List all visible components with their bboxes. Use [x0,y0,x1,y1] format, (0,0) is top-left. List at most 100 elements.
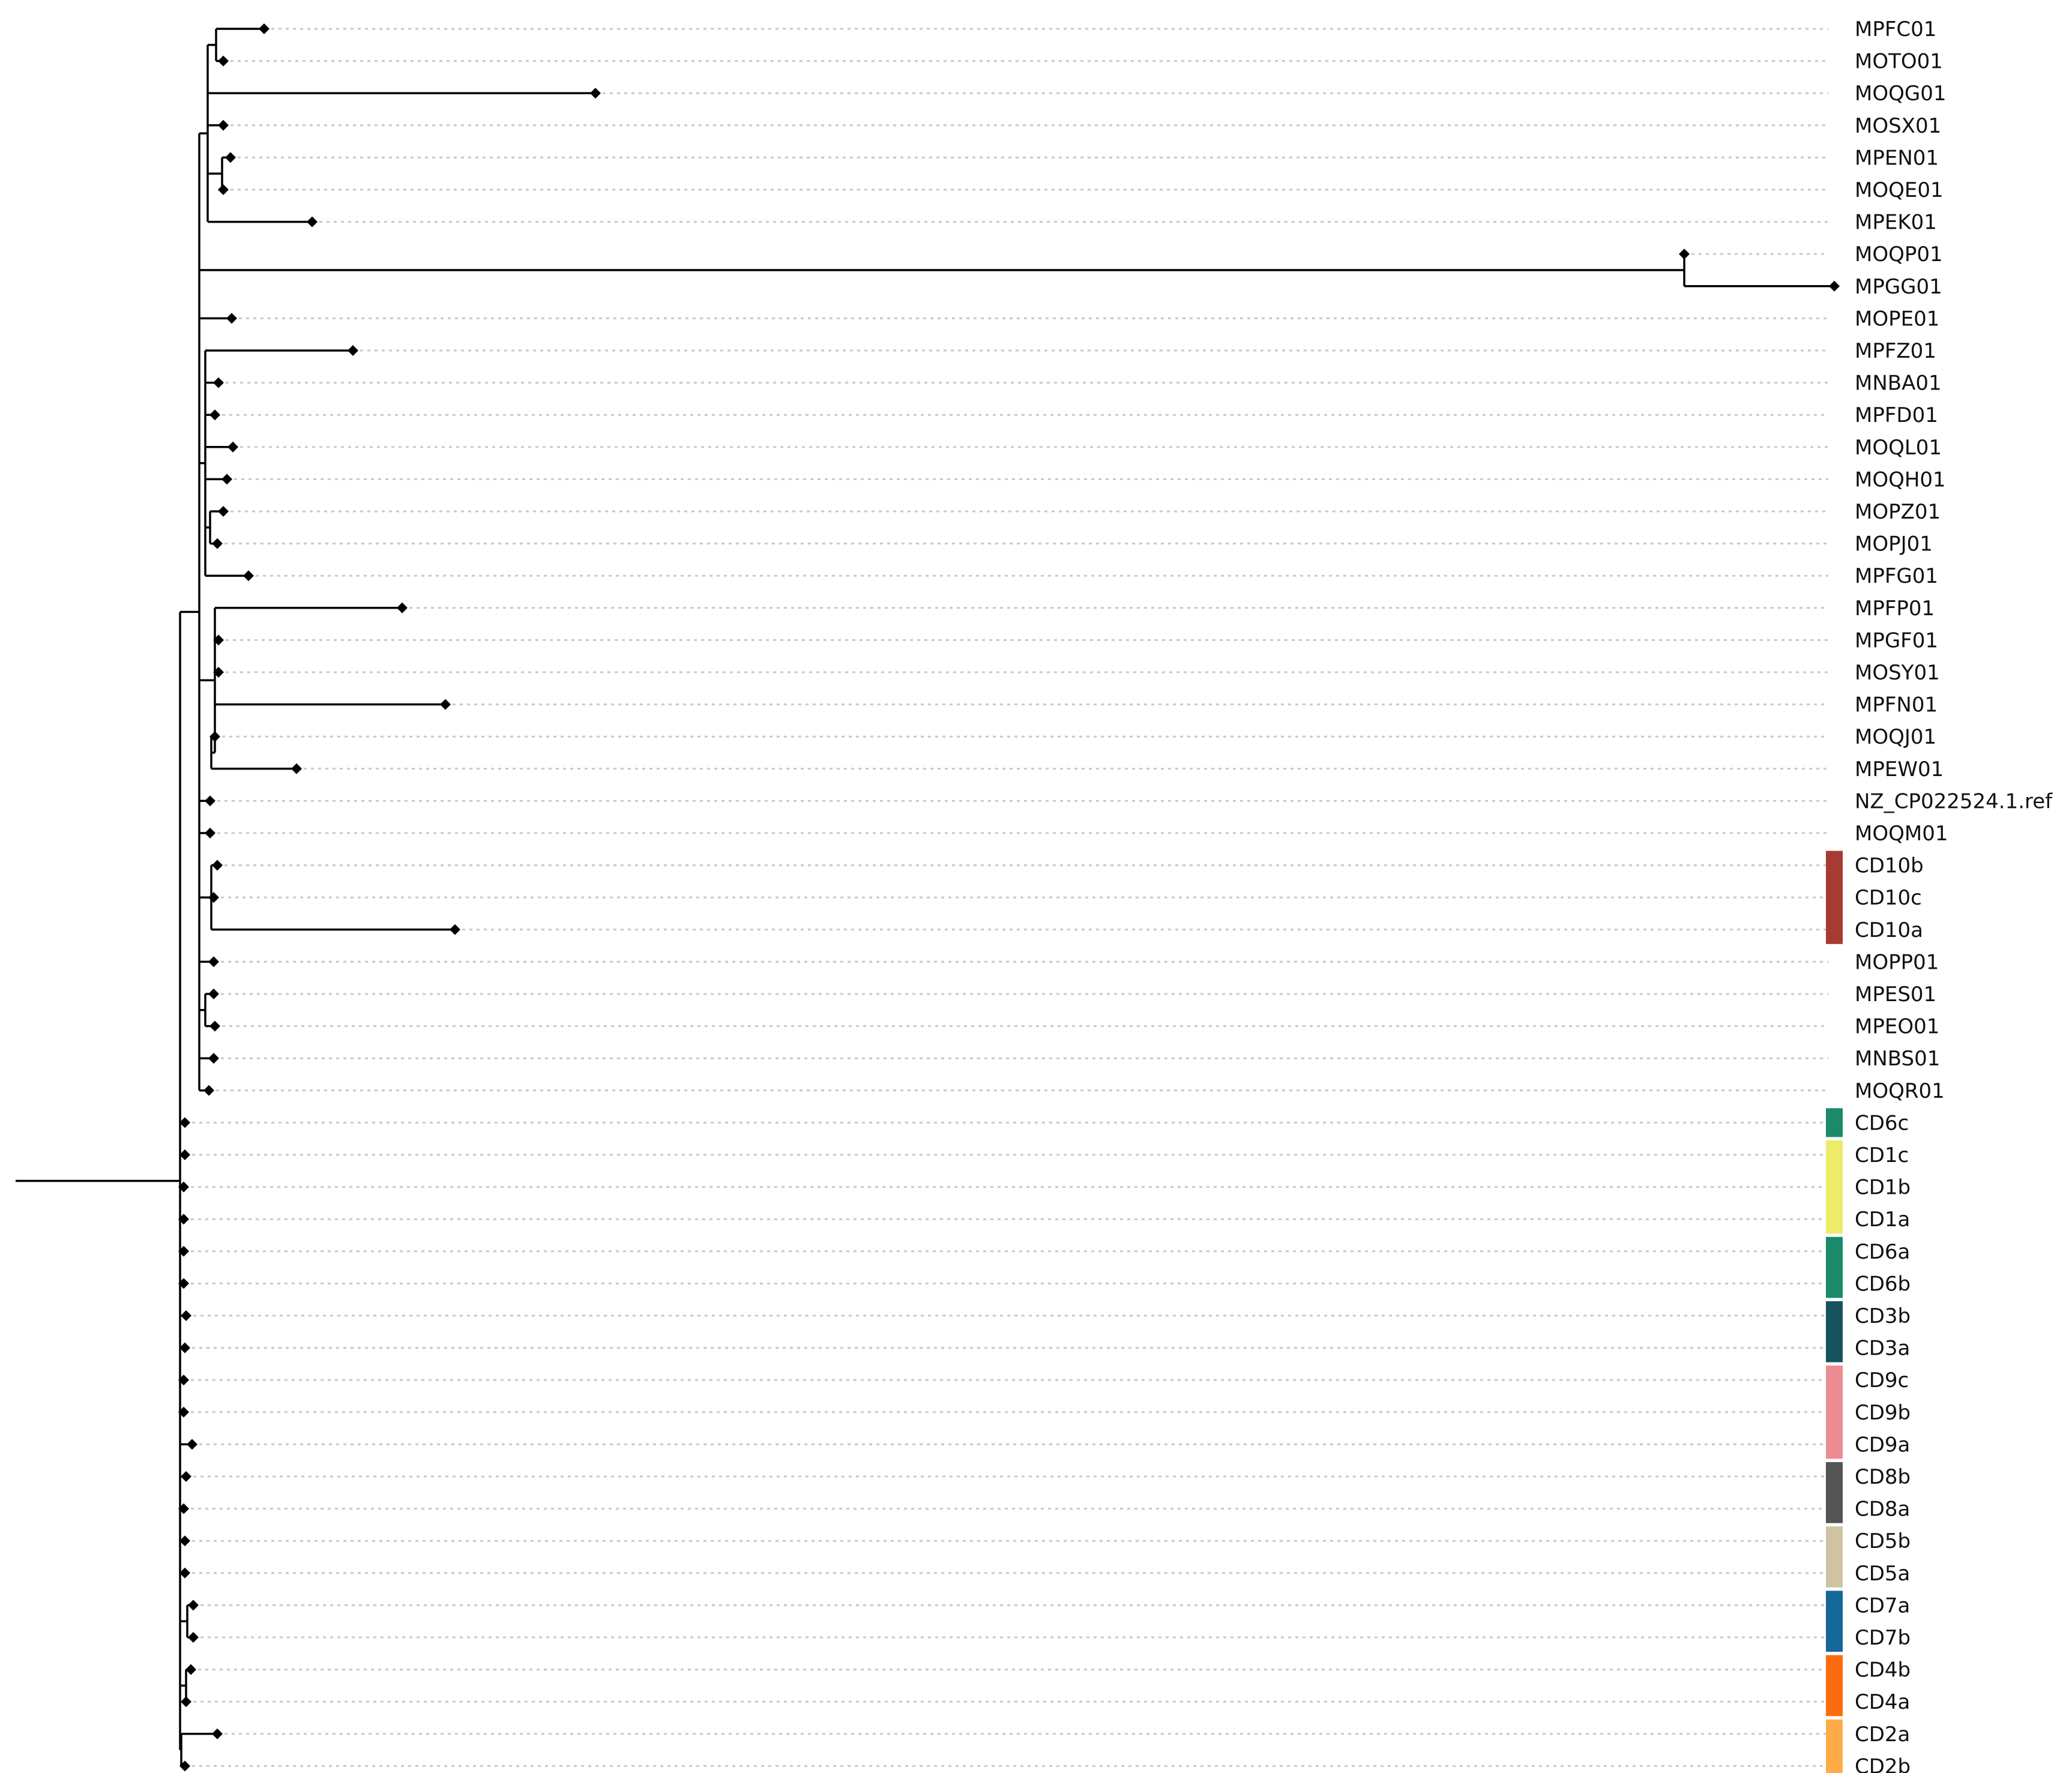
leaf-label-MPFZ01: MPFZ01 [1855,339,1936,363]
leaf-label-CD9c: CD9c [1855,1368,1909,1392]
leaf-label-CD4a: CD4a [1855,1690,1910,1714]
leaf-label-CD1b: CD1b [1855,1176,1911,1200]
leaf-label-CD1c: CD1c [1855,1143,1909,1167]
tip-marker-CD3a [179,1342,190,1353]
tip-marker-CD4b [185,1664,196,1675]
leaf-label-CD3a: CD3a [1855,1337,1910,1361]
tip-marker-MPGF01 [213,634,224,646]
leaf-label-MOQP01: MOQP01 [1855,242,1943,266]
clade-bar-CD10 [1826,850,1843,944]
leaf-label-CD8a: CD8a [1855,1498,1910,1522]
tree-branches [16,28,1834,1768]
tip-marker-CD7b [188,1632,199,1643]
tip-marker-MPFG01 [243,570,254,582]
clade-bar-CD2 [1826,1719,1843,1773]
tip-marker-MPEK01 [307,216,318,227]
tip-marker-MOPJ01 [212,538,223,549]
clade-bar-CD6c [1826,1108,1843,1137]
tip-marker-MOQG01 [590,88,601,99]
clade-bar-CD9 [1826,1365,1843,1459]
tip-marker-MNBS01 [208,1053,219,1064]
leaf-label-MOPE01: MOPE01 [1855,307,1939,331]
tip-marker-CD1c [179,1149,190,1160]
leaf-label-MPFP01: MPFP01 [1855,597,1935,621]
tip-marker-CD4a [181,1696,191,1708]
clade-bar-CD3 [1826,1301,1843,1362]
leaf-label-CD8b: CD8b [1855,1465,1911,1489]
leaf-label-CD7a: CD7a [1855,1594,1910,1618]
tip-marker-MPEN01 [225,152,236,163]
leaf-label-MOSY01: MOSY01 [1855,661,1940,685]
leaf-label-CD6b: CD6b [1855,1272,1911,1296]
leaf-label-MPEO01: MPEO01 [1855,1015,1939,1039]
leaf-label-MOQL01: MOQL01 [1855,436,1942,460]
leaf-label-MOQE01: MOQE01 [1855,178,1944,202]
leaf-label-MOQH01: MOQH01 [1855,468,1946,492]
leaf-label-MPFC01: MPFC01 [1855,17,1936,41]
leaf-label-CD3b: CD3b [1855,1304,1911,1328]
leaf-label-MOQM01: MOQM01 [1855,822,1948,846]
leaf-label-MPEN01: MPEN01 [1855,146,1939,170]
tip-marker-MNBA01 [213,377,224,388]
leaf-label-CD7b: CD7b [1855,1626,1911,1650]
tip-marker-MOQP01 [1679,248,1690,260]
tip-marker-CD9b [178,1406,189,1418]
tip-marker-CD10a [450,924,460,935]
tip-marker-CD6a [178,1245,189,1257]
leaf-label-MOPP01: MOPP01 [1855,950,1939,974]
tip-marker-CD9c [178,1374,189,1386]
tip-marker-MOSY01 [213,667,224,678]
leaf-label-CD5b: CD5b [1855,1529,1911,1553]
tip-marker-MPFZ01 [348,345,358,356]
clade-bar-CD1 [1826,1140,1843,1234]
tip-marker-CD1a [178,1214,189,1225]
tip-marker-CD6c [179,1117,190,1128]
clade-color-bars [1826,850,1843,1773]
leaf-guide-lines [184,28,1834,1767]
leaf-label-CD4b: CD4b [1855,1658,1911,1682]
tip-marker-CD2b [179,1760,190,1772]
tip-marker-CD10b [212,859,223,871]
leaf-label-MOQG01: MOQG01 [1855,82,1946,106]
clade-bar-CD8 [1826,1462,1843,1523]
leaf-label-CD5a: CD5a [1855,1562,1910,1586]
tip-marker-CD8a [178,1503,189,1514]
clade-bar-CD4 [1826,1655,1843,1717]
tip-marker-MPEO01 [209,1020,220,1032]
tip-marker-MOPZ01 [218,506,229,517]
leaf-label-CD2b: CD2b [1855,1754,1911,1773]
leaf-label-CD2a: CD2a [1855,1723,1910,1747]
tip-marker-CD5a [179,1567,190,1579]
leaf-label-MPFN01: MPFN01 [1855,693,1938,717]
leaf-label-MPGF01: MPGF01 [1855,628,1938,652]
tip-marker-MOQR01 [203,1085,214,1096]
tip-marker-MOQE01 [218,184,229,195]
leaf-label-MOQR01: MOQR01 [1855,1079,1945,1103]
leaf-label-MOSX01: MOSX01 [1855,114,1941,138]
clade-bar-CD5 [1826,1526,1843,1588]
tip-marker-CD2a [212,1728,223,1739]
leaf-label-CD1a: CD1a [1855,1208,1910,1232]
tip-marker-MPFD01 [209,409,220,421]
leaf-label-MNBS01: MNBS01 [1855,1047,1940,1071]
tip-marker-CD10c [208,892,219,903]
leaf-label-MPEK01: MPEK01 [1855,211,1937,235]
leaf-label-MPEW01: MPEW01 [1855,757,1944,781]
tip-marker-MOQL01 [227,441,238,453]
leaf-label-NZ_CP022524.1.ref: NZ_CP022524.1.ref [1855,789,2053,813]
tip-marker-CD3b [181,1310,191,1321]
tip-marker-MPEW01 [291,763,302,774]
leaf-label-CD6c: CD6c [1855,1111,1909,1135]
tip-marker-MOTO01 [218,55,229,67]
tip-marker-MOQJ01 [209,731,220,742]
leaf-label-MOPZ01: MOPZ01 [1855,500,1941,524]
tip-marker-CD8b [181,1471,191,1482]
tip-marker-MPGG01 [1829,280,1840,292]
leaf-label-MPES01: MPES01 [1855,983,1936,1007]
tip-marker-MOQH01 [221,474,232,485]
leaf-label-MOTO01: MOTO01 [1855,50,1943,74]
leaf-label-MPGG01: MPGG01 [1855,275,1942,299]
tip-marker-MPFN01 [440,699,451,710]
leaf-labels: MPFC01 MOTO01 MOQG01 MOSX01 MPEN01 MOQE01 MPEK… [1855,17,2053,1773]
